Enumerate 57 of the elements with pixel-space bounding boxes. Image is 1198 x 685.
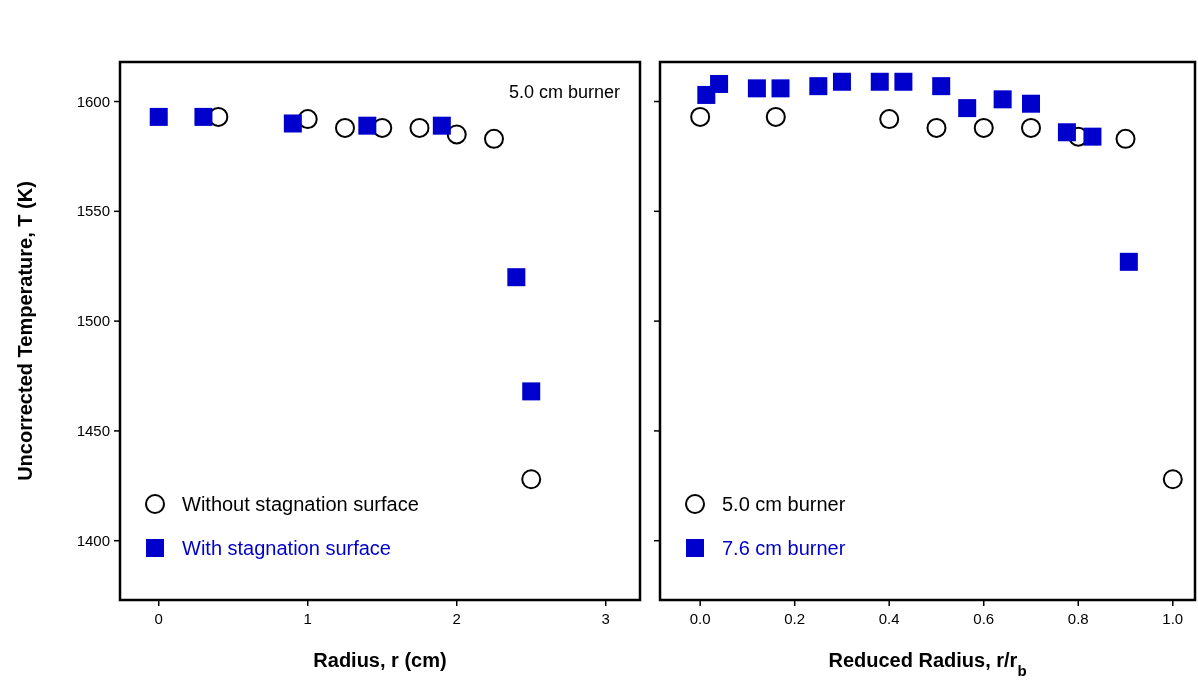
- y-tick-label: 1550: [76, 202, 110, 220]
- point: [483, 128, 504, 149]
- x-tick-label: 1.0: [1162, 610, 1184, 627]
- point: [1162, 469, 1183, 490]
- point: [1083, 127, 1102, 146]
- point: [747, 79, 766, 98]
- point: [283, 114, 302, 133]
- x-tick-label: 0.8: [1067, 610, 1089, 627]
- point: [1115, 128, 1136, 149]
- legend-label: With stagnation surface: [182, 537, 391, 559]
- point: [358, 116, 377, 135]
- point: [334, 117, 355, 138]
- x-axis-title: Radius, r (cm): [313, 649, 447, 671]
- point: [1022, 94, 1040, 113]
- legend-label: 7.6 cm burner: [722, 537, 846, 559]
- y-axis-title: Uncorrected Temperature, T (K): [14, 181, 36, 481]
- y-tick-label: 1600: [76, 92, 110, 110]
- y-tick-label: 1500: [76, 312, 110, 330]
- x-tick-label: 1: [303, 610, 312, 627]
- x-tick-label: 0.6: [973, 610, 995, 627]
- point: [522, 382, 541, 401]
- x-tick-label: 3: [601, 610, 610, 627]
- point: [507, 268, 526, 287]
- annotation: 5.0 cm burner: [508, 82, 620, 102]
- point: [409, 117, 430, 138]
- x-tick-label: 0.2: [784, 610, 806, 627]
- point: [932, 77, 951, 96]
- point: [832, 72, 851, 91]
- point: [1119, 252, 1138, 271]
- point: [446, 124, 467, 145]
- point: [926, 117, 947, 138]
- point: [870, 72, 889, 91]
- legend-label: 5.0 cm burner: [722, 493, 846, 515]
- point: [993, 90, 1012, 109]
- point: [879, 109, 900, 130]
- legend-label: Without stagnation surface: [182, 493, 419, 515]
- x-tick-label: 0.0: [689, 610, 711, 627]
- point: [894, 72, 913, 91]
- point: [432, 116, 451, 135]
- point: [958, 99, 977, 118]
- point: [710, 74, 729, 93]
- point: [765, 106, 786, 127]
- point: [771, 79, 790, 98]
- point: [1021, 117, 1041, 138]
- point: [521, 469, 542, 490]
- x-tick-label: 0.4: [878, 610, 900, 627]
- point: [973, 117, 994, 138]
- y-tick-label: 1400: [76, 531, 110, 549]
- x-axis-title: Reduced Radius, r/r$_{b}$: [828, 649, 1027, 679]
- x-tick-label: 2: [452, 610, 461, 627]
- point: [194, 107, 213, 126]
- x-tick-label: 0: [154, 610, 163, 627]
- point: [149, 107, 168, 126]
- y-tick-label: 1450: [76, 421, 110, 439]
- point: [809, 77, 828, 96]
- point: [690, 106, 711, 127]
- point: [1057, 123, 1076, 142]
